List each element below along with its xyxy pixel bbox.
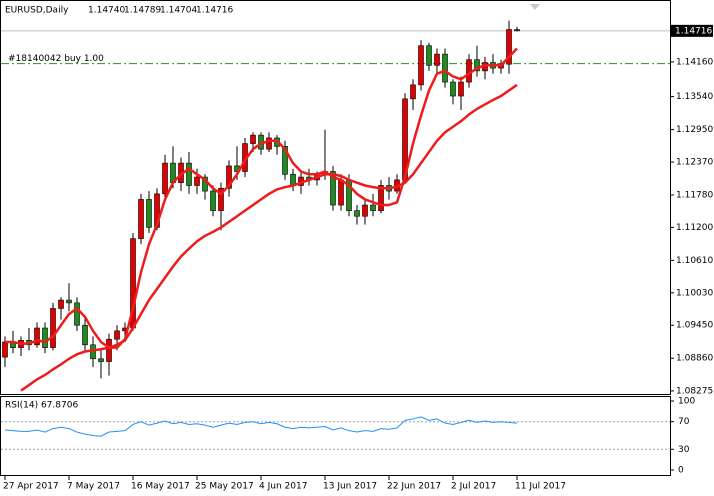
rsi-line xyxy=(4,416,518,437)
candle-body xyxy=(106,338,112,362)
y-tick-label: 1.11200 xyxy=(676,223,713,233)
header-value: 1.14789 xyxy=(124,6,161,16)
candle-body xyxy=(250,134,256,144)
x-tick-label: 7 May 2017 xyxy=(67,482,120,492)
y-tick-label: 1.08860 xyxy=(676,354,713,364)
x-tick-label: 4 Jun 2017 xyxy=(259,482,307,492)
y-tick-label: 1.14160 xyxy=(676,57,713,67)
y-tick-label: 1.10030 xyxy=(676,288,713,298)
chart-title: EURUSD,Daily xyxy=(5,6,69,16)
y-tick-label: 1.08275 xyxy=(676,386,713,396)
candle-body xyxy=(98,358,104,362)
candle-body xyxy=(418,45,424,86)
header-value: 1.14740 xyxy=(88,6,125,16)
y-tick-label: 1.10610 xyxy=(676,256,713,266)
candle-body xyxy=(50,308,56,348)
candle-body xyxy=(210,190,216,211)
y-tick-label: 70 xyxy=(678,417,690,427)
candle-body xyxy=(362,204,368,217)
candle-body xyxy=(138,199,144,239)
main-frame xyxy=(0,0,671,395)
candle-body xyxy=(226,165,232,189)
y-tick-label: 1.12950 xyxy=(676,125,713,135)
y-tick-label: 1.13540 xyxy=(676,92,713,102)
y-tick-label: 1.09450 xyxy=(676,321,713,331)
y-tick-label: 1.12370 xyxy=(676,158,713,168)
candle-body xyxy=(2,341,8,358)
candle-body xyxy=(194,176,200,186)
candle-body xyxy=(466,59,472,83)
rsi-frame xyxy=(0,396,671,476)
y-tick-label: 0 xyxy=(678,466,684,476)
candle-body xyxy=(378,185,384,211)
candle-body xyxy=(450,81,456,97)
x-tick-label: 22 Jun 2017 xyxy=(387,482,441,492)
x-tick-label: 13 Jun 2017 xyxy=(323,482,377,492)
candle-body xyxy=(458,81,464,97)
candle-body xyxy=(162,162,168,195)
candle-body xyxy=(66,299,72,304)
candle-body xyxy=(474,59,480,72)
moving-average xyxy=(5,47,518,349)
candle-body xyxy=(114,330,120,340)
x-tick-label: 11 Jul 2017 xyxy=(515,482,566,492)
candle-body xyxy=(42,327,48,348)
x-tick-label: 16 May 2017 xyxy=(131,482,190,492)
y-tick-label: 100 xyxy=(678,397,695,407)
rsi-title: RSI(14) 67.8706 xyxy=(5,401,78,411)
candle-body xyxy=(514,29,520,32)
candle-body xyxy=(186,162,192,186)
candle-body xyxy=(410,84,416,100)
order-label: #18140042 buy 1.00 xyxy=(8,54,104,64)
candle-body xyxy=(74,302,80,326)
candle-body xyxy=(354,210,360,217)
x-tick-label: 2 Jul 2017 xyxy=(451,482,496,492)
candle-body xyxy=(34,327,40,346)
candle-body xyxy=(338,179,344,206)
candle-body xyxy=(506,29,512,65)
header-value: 1.14704 xyxy=(160,6,197,16)
x-tick-label: 25 May 2017 xyxy=(195,482,254,492)
y-tick-label: 1.11780 xyxy=(676,190,713,200)
last-price-label: 1.14716 xyxy=(675,26,712,36)
shift-marker xyxy=(530,4,540,10)
candle-body xyxy=(370,204,376,211)
candle-body xyxy=(146,199,152,228)
candle-body xyxy=(442,53,448,83)
candle-body xyxy=(282,146,288,175)
candle-body xyxy=(330,171,336,206)
candle-body xyxy=(266,137,272,150)
x-tick-label: 27 Apr 2017 xyxy=(3,482,59,492)
candle-body xyxy=(82,324,88,346)
moving-average xyxy=(20,83,518,392)
header-value: 1.14716 xyxy=(196,6,233,16)
y-tick-label: 30 xyxy=(678,445,690,455)
candle-body xyxy=(426,45,432,66)
last-price-box xyxy=(671,24,713,37)
candle-body xyxy=(218,187,224,211)
candle-body xyxy=(434,53,440,66)
candle-body xyxy=(58,299,64,309)
